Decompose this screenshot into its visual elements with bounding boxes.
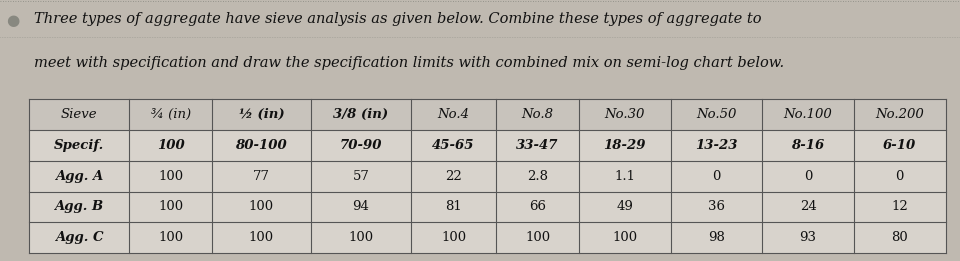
Text: 94: 94 <box>352 200 370 213</box>
Text: 81: 81 <box>445 200 462 213</box>
Text: 6-10: 6-10 <box>883 139 917 152</box>
Text: 18-29: 18-29 <box>604 139 646 152</box>
Text: 100: 100 <box>249 231 274 244</box>
Bar <box>29 99 946 130</box>
Text: 98: 98 <box>708 231 725 244</box>
Text: 100: 100 <box>156 139 184 152</box>
Text: 57: 57 <box>352 170 370 183</box>
Text: Agg. C: Agg. C <box>55 231 104 244</box>
Text: Three types of aggregate have sieve analysis as given below. Combine these types: Three types of aggregate have sieve anal… <box>34 12 761 26</box>
Text: Sieve: Sieve <box>60 108 97 121</box>
Text: No.30: No.30 <box>605 108 645 121</box>
Text: 33-47: 33-47 <box>516 139 559 152</box>
Text: Agg. B: Agg. B <box>55 200 104 213</box>
Text: 100: 100 <box>441 231 467 244</box>
Text: Specif.: Specif. <box>54 139 105 152</box>
Text: 8-16: 8-16 <box>791 139 825 152</box>
Text: 12: 12 <box>892 200 908 213</box>
Text: 100: 100 <box>158 200 183 213</box>
Text: No.8: No.8 <box>521 108 554 121</box>
Text: 100: 100 <box>158 231 183 244</box>
Text: 80: 80 <box>892 231 908 244</box>
Text: No.4: No.4 <box>438 108 469 121</box>
Text: 0: 0 <box>896 170 904 183</box>
Text: ½ (in): ½ (in) <box>238 108 284 121</box>
Text: Agg. A: Agg. A <box>55 170 104 183</box>
Text: 22: 22 <box>445 170 462 183</box>
Text: ¾ (in): ¾ (in) <box>151 108 191 121</box>
Text: 45-65: 45-65 <box>432 139 475 152</box>
Text: 3/8 (in): 3/8 (in) <box>333 108 389 121</box>
Text: 1.1: 1.1 <box>614 170 636 183</box>
Text: 36: 36 <box>708 200 725 213</box>
Text: 13-23: 13-23 <box>695 139 737 152</box>
Text: 24: 24 <box>800 200 816 213</box>
Text: 80-100: 80-100 <box>235 139 287 152</box>
Text: 66: 66 <box>529 200 546 213</box>
Text: ●: ● <box>6 13 19 28</box>
Text: 49: 49 <box>616 200 634 213</box>
Text: 100: 100 <box>158 170 183 183</box>
Text: No.100: No.100 <box>783 108 832 121</box>
Text: 100: 100 <box>348 231 373 244</box>
Text: 100: 100 <box>249 200 274 213</box>
Text: 93: 93 <box>800 231 817 244</box>
Text: 0: 0 <box>804 170 812 183</box>
Text: 2.8: 2.8 <box>527 170 548 183</box>
Bar <box>29 99 946 253</box>
Text: 100: 100 <box>525 231 550 244</box>
Text: 100: 100 <box>612 231 637 244</box>
Text: No.200: No.200 <box>876 108 924 121</box>
Text: 77: 77 <box>252 170 270 183</box>
Text: No.50: No.50 <box>696 108 736 121</box>
Text: 0: 0 <box>712 170 721 183</box>
Text: 70-90: 70-90 <box>340 139 382 152</box>
Text: meet with specification and draw the specification limits with combined mix on s: meet with specification and draw the spe… <box>34 56 783 70</box>
